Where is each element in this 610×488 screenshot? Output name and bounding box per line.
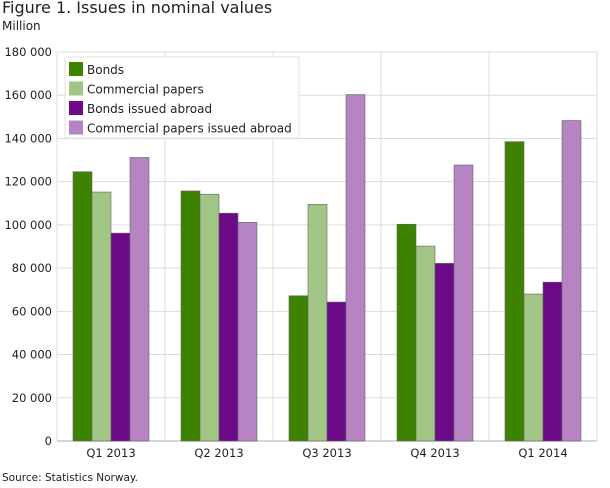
bar-bonds-issued-abroad — [110, 232, 131, 442]
x-tick-label: Q2 2013 — [194, 446, 243, 460]
legend: Bonds Commercial papers Bonds issued abroa… — [64, 56, 300, 139]
bar-commercial-papers — [307, 204, 328, 442]
y-tick-label: 140 000 — [4, 131, 52, 145]
bar-bonds — [72, 171, 93, 442]
legend-swatch — [69, 101, 83, 115]
bar-bonds — [396, 223, 417, 442]
y-tick-label: 60 000 — [12, 304, 52, 318]
legend-label: Bonds — [87, 63, 124, 77]
legend-swatch — [69, 62, 83, 76]
legend-label: Commercial papers issued abroad — [87, 122, 292, 136]
bar-commercial-papers-issued-abroad — [345, 94, 366, 442]
y-tick-label: 100 000 — [4, 218, 52, 232]
bar-bonds-issued-abroad — [542, 281, 563, 442]
bar-commercial-papers-issued-abroad — [453, 164, 474, 442]
bar-bonds-issued-abroad — [434, 263, 455, 442]
bar-commercial-papers — [523, 293, 544, 442]
legend-swatch — [69, 81, 83, 96]
bar-commercial-papers-issued-abroad — [237, 221, 258, 442]
source-note: Source: Statistics Norway. — [2, 472, 138, 484]
y-axis-unit: Million — [2, 19, 41, 33]
y-tick-label: 160 000 — [4, 88, 52, 102]
y-tick-label: 80 000 — [12, 261, 52, 275]
bar-commercial-papers-issued-abroad — [561, 120, 582, 442]
bar-bonds — [288, 295, 309, 442]
y-tick-label: 40 000 — [12, 348, 52, 362]
bar-commercial-papers — [415, 245, 436, 442]
legend-swatch — [69, 120, 83, 135]
y-tick-label: 180 000 — [4, 45, 52, 59]
bar-commercial-papers — [91, 191, 112, 442]
x-tick-label: Q4 2013 — [410, 446, 459, 460]
bar-bonds-issued-abroad — [218, 212, 239, 442]
chart-title: Figure 1. Issues in nominal values — [2, 0, 273, 17]
legend-label: Bonds issued abroad — [87, 102, 212, 116]
x-tick-label: Q1 2013 — [86, 446, 135, 460]
x-tick-label: Q3 2013 — [302, 446, 351, 460]
x-tick-label: Q1 2014 — [518, 446, 567, 460]
y-tick-label: 120 000 — [4, 175, 52, 189]
y-tick-label: 0 — [45, 434, 52, 448]
bar-bonds — [504, 141, 525, 442]
bar-bonds-issued-abroad — [326, 301, 347, 442]
legend-box — [64, 56, 300, 139]
bar-commercial-papers-issued-abroad — [129, 157, 150, 442]
y-tick-label: 20 000 — [12, 391, 52, 405]
bar-commercial-papers — [199, 193, 220, 442]
bar-bonds — [180, 190, 201, 442]
legend-label: Commercial papers — [87, 83, 204, 97]
